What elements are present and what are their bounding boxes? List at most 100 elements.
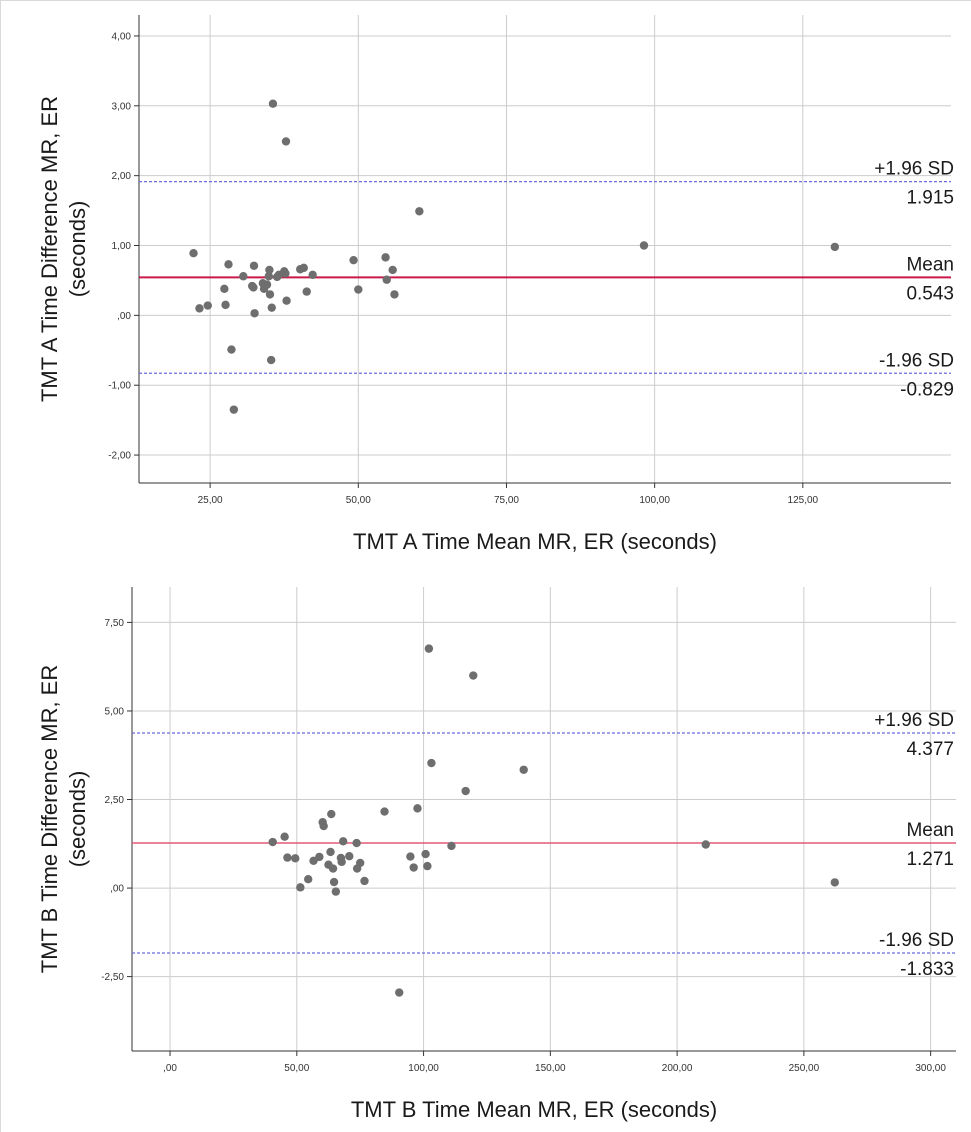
chart2-point-18 (338, 837, 348, 846)
chart2-point-5 (304, 875, 313, 884)
chart2-x-tick-label-2: 100,00 (408, 1063, 439, 1074)
chart1-point-6 (227, 345, 236, 354)
chart2-point-20 (352, 838, 361, 848)
chart2-mean-value: 1.271 (906, 849, 954, 870)
chart2-point-36 (519, 765, 528, 774)
chart2-point-29 (421, 849, 430, 859)
chart1-point-16 (264, 272, 274, 281)
chart2-y-tick-label-4: 7,50 (105, 618, 125, 629)
chart1-point-18 (265, 290, 275, 299)
chart2-point-24 (380, 807, 389, 816)
chart1-point-30 (302, 287, 311, 296)
chart1-point-33 (354, 285, 363, 294)
chart1-upper-value: 1.915 (906, 188, 954, 209)
chart2-point-2 (283, 853, 292, 862)
chart2-point-28 (413, 804, 422, 813)
chart1-point-25 (281, 269, 290, 278)
chart2-point-12 (327, 809, 336, 819)
chart1-point-40 (830, 242, 840, 252)
chart1-point-31 (308, 270, 317, 280)
chart1-point-10 (249, 283, 258, 292)
chart1-y-axis-title-line-0: TMT A Time Difference MR, ER (37, 96, 62, 402)
chart1-mean-value: 0.543 (906, 283, 954, 304)
chart2-point-0 (268, 837, 277, 847)
chart2-x-axis-title: TMT B Time Mean MR, ER (seconds) (351, 1097, 717, 1122)
chart1-x-tick-label-1: 50,00 (346, 495, 371, 506)
chart2-point-35 (469, 671, 478, 680)
chart2-upper-value: 4.377 (906, 739, 954, 760)
chart1-x-tick-label-0: 25,00 (198, 495, 223, 506)
chart2-y-axis-title-line-1: (seconds) (65, 771, 90, 868)
chart1-point-12 (250, 309, 259, 318)
chart1-y-tick-label-6: 4,00 (112, 31, 132, 42)
chart2-point-27 (409, 863, 418, 872)
chart1-point-34 (381, 253, 390, 262)
chart1-mean-label: Mean (906, 254, 954, 275)
chart2-point-13 (328, 864, 338, 873)
chart1-point-21 (268, 99, 278, 108)
chart1-point-19 (266, 355, 276, 365)
chart2-point-26 (406, 852, 415, 861)
chart1-lower-value: -0.829 (900, 379, 954, 400)
chart2-point-3 (291, 854, 300, 863)
chart2-lower-value: -1.833 (900, 959, 954, 980)
chart2-x-tick-label-5: 250,00 (789, 1063, 820, 1074)
chart1-point-37 (390, 290, 399, 299)
chart2-point-4 (296, 883, 305, 892)
chart1-point-36 (388, 265, 397, 275)
chart2-mean-label: Mean (906, 820, 954, 841)
chart2-point-33 (447, 841, 456, 851)
chart1-y-tick-label-4: 2,00 (112, 171, 132, 182)
chart1-y-axis-title: TMT A Time Difference MR, ER (seconds) (37, 96, 90, 402)
chart1-y-tick-label-0: -2,00 (108, 451, 131, 462)
chart2-y-tick-label-1: ,00 (110, 884, 124, 895)
chart1-point-11 (249, 261, 259, 270)
chart2-y-tick-label-0: -2,50 (101, 972, 124, 983)
chart1-y-tick-label-5: 3,00 (112, 101, 132, 112)
chart1-point-26 (281, 137, 291, 146)
chart1-y-tick-label-1: -1,00 (108, 381, 131, 392)
chart2-point-7 (315, 852, 324, 862)
chart2-point-15 (331, 887, 341, 896)
chart1-point-29 (299, 263, 308, 273)
chart1-point-38 (415, 207, 424, 216)
chart1-point-27 (282, 296, 291, 305)
chart1-point-4 (221, 300, 230, 310)
chart2-point-25 (395, 988, 404, 997)
chart2-point-32 (427, 758, 436, 768)
chart1-upper-label: +1.96 SD (874, 159, 954, 180)
chart2-upper-label: +1.96 SD (874, 710, 954, 731)
chart2-point-14 (329, 877, 339, 887)
chart2-x-tick-label-3: 150,00 (535, 1063, 566, 1074)
chart1-point-35 (382, 275, 391, 284)
chart1-point-3 (220, 284, 229, 294)
chart2-point-9 (319, 821, 328, 831)
chart2-point-1 (280, 832, 289, 841)
chart2-y-tick-label-3: 5,00 (105, 706, 125, 717)
chart2-point-38 (830, 878, 840, 887)
chart1-point-32 (349, 255, 358, 265)
chart2-y-axis-title-line-0: TMT B Time Difference MR, ER (37, 665, 62, 973)
chart2-point-19 (345, 851, 354, 861)
chart2-lower-label: -1.96 SD (879, 930, 954, 951)
chart2-point-34 (461, 786, 470, 796)
chart2-x-tick-label-1: 50,00 (284, 1063, 309, 1074)
chart1-y-axis-title-line-1: (seconds) (65, 201, 90, 298)
chart2-point-31 (424, 644, 434, 653)
chart1-y-tick-label-3: 1,00 (112, 241, 132, 252)
chart1-point-17 (265, 265, 274, 275)
chart1-x-axis-title: TMT A Time Mean MR, ER (seconds) (353, 529, 717, 554)
chart2-point-30 (423, 861, 432, 871)
chart1-x-tick-label-2: 75,00 (494, 495, 519, 506)
chart2: ,00 50,00 100,00 150,00 200,00 250,00 300,00 -2… (37, 587, 956, 1122)
chart2-y-axis-title: TMT B Time Difference MR, ER (seconds) (37, 665, 90, 973)
chart2-y-tick-label-2: 2,50 (105, 795, 125, 806)
chart1-point-8 (239, 272, 248, 281)
chart1-y-tick-label-2: ,00 (117, 311, 131, 322)
chart2-point-23 (360, 876, 369, 886)
chart2-point-11 (326, 847, 335, 857)
chart1-lower-label: -1.96 SD (879, 350, 954, 371)
chart1-point-7 (229, 405, 239, 414)
chart2-x-tick-label-0: ,00 (163, 1063, 177, 1074)
